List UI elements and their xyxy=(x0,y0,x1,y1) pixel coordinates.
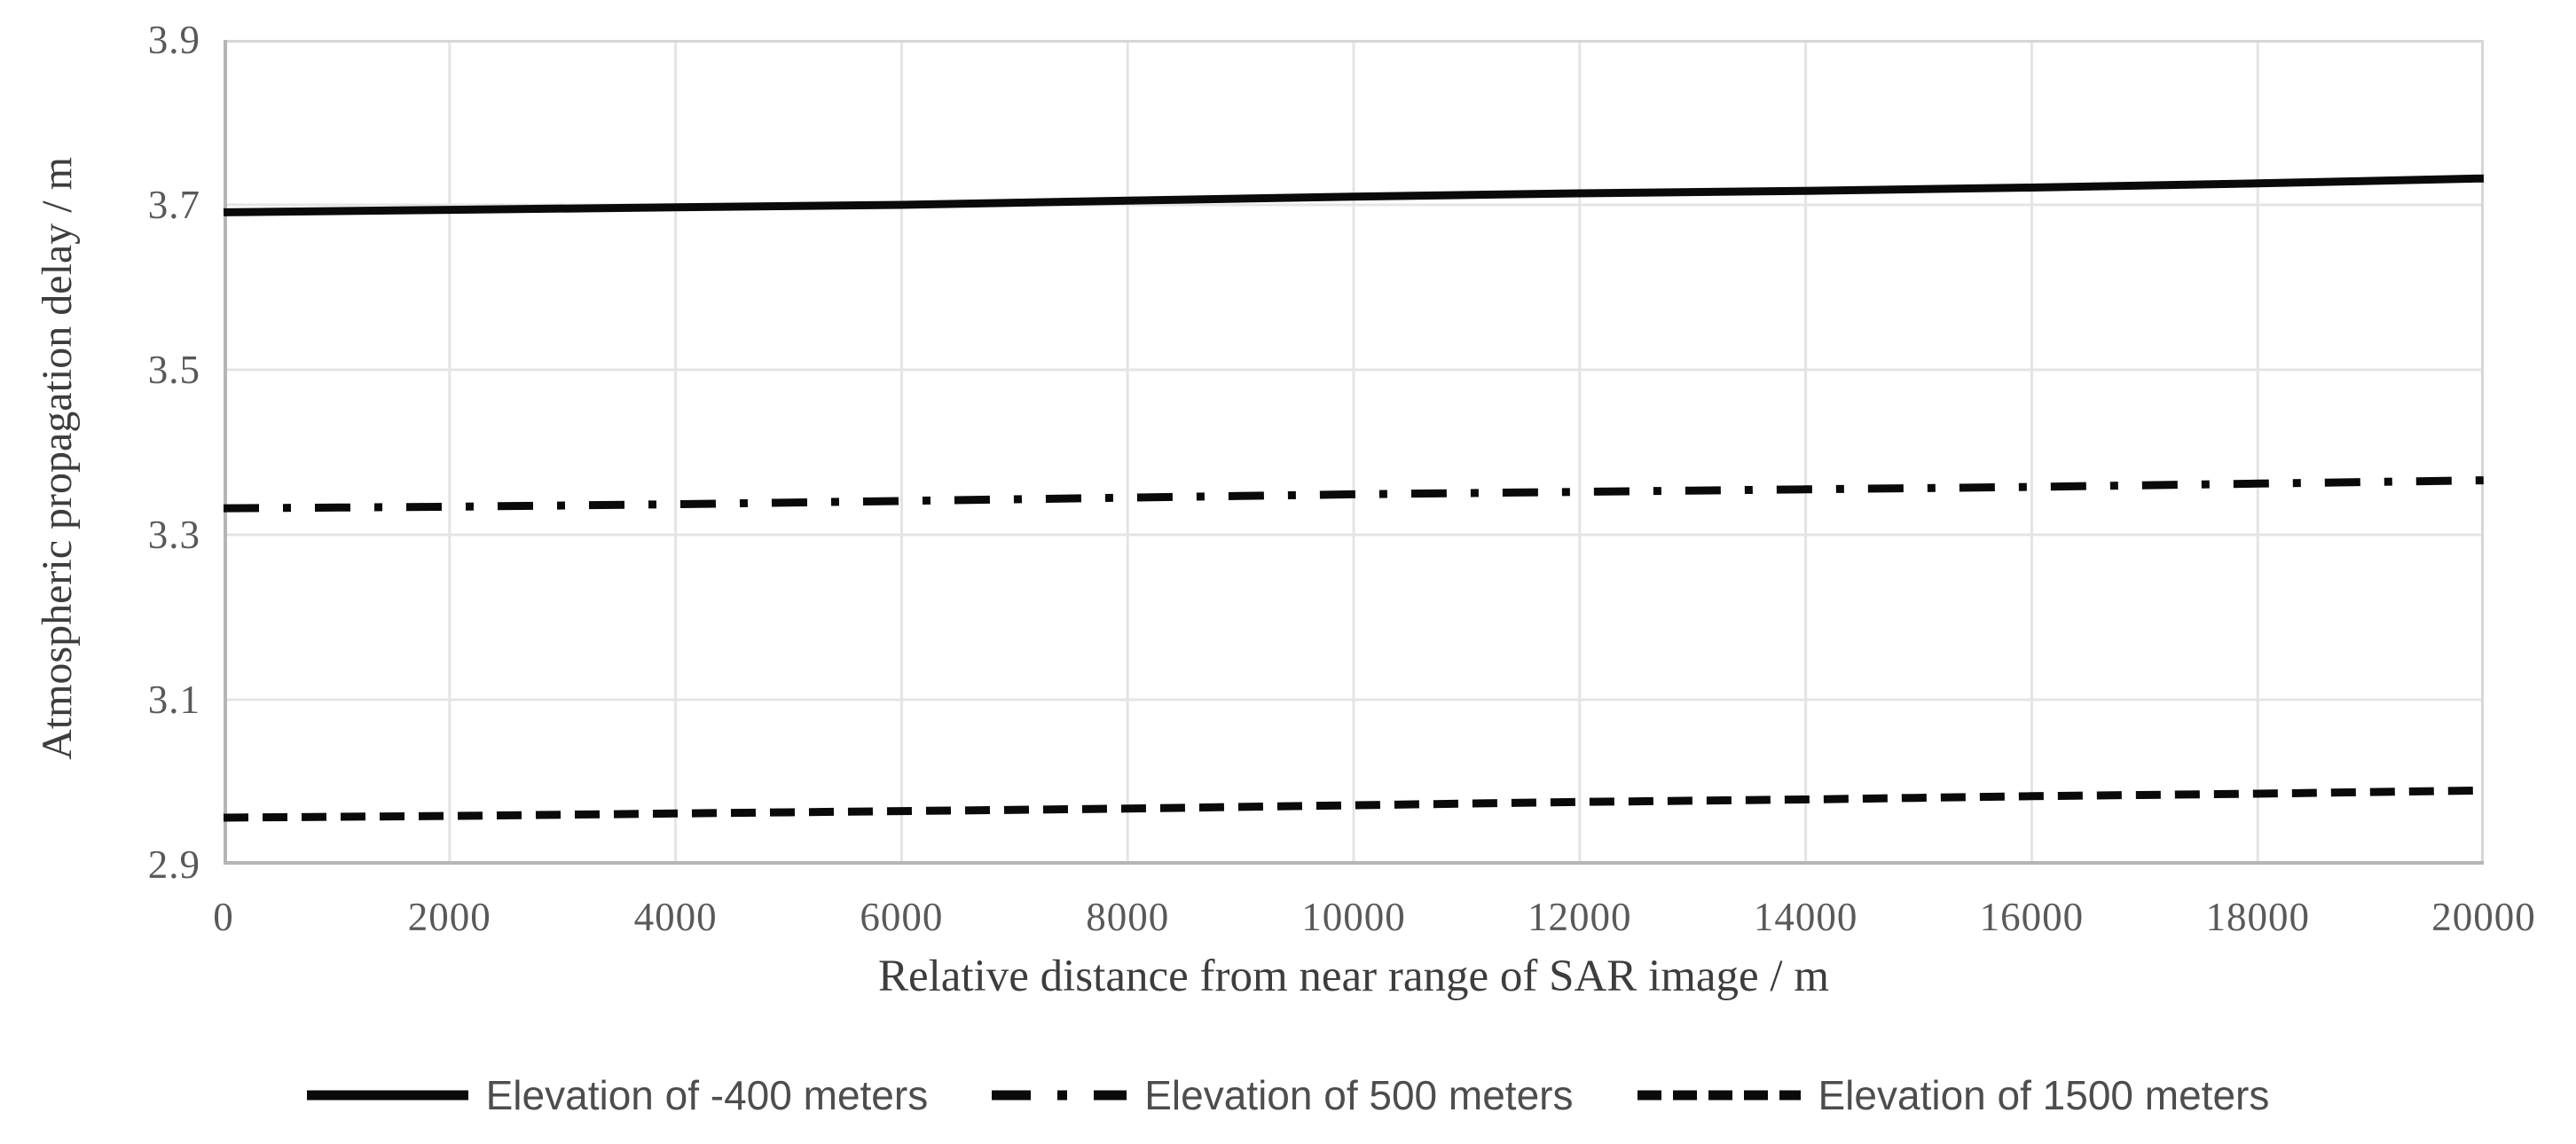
legend: Elevation of -400 meters Elevation of 50… xyxy=(0,1071,2576,1119)
legend-item-elevation-500: Elevation of 500 meters xyxy=(992,1071,1574,1119)
x-tick-label: 0 xyxy=(213,895,234,939)
y-tick-label: 3.3 xyxy=(147,513,200,557)
x-tick-label: 14000 xyxy=(1753,895,1858,939)
y-tick-label: 3.1 xyxy=(147,678,200,722)
y-tick-label: 3.7 xyxy=(147,183,200,227)
dashed-line-swatch-icon xyxy=(1637,1090,1801,1101)
plot-area xyxy=(223,40,2485,865)
series-line xyxy=(223,476,2485,513)
x-tick-label: 8000 xyxy=(1086,895,1170,939)
legend-label: Elevation of 500 meters xyxy=(1144,1072,1574,1118)
dashdot-line-swatch-icon xyxy=(992,1090,1127,1101)
y-axis-title: Atmospheric propagation delay / m xyxy=(34,157,81,760)
legend-label: Elevation of -400 meters xyxy=(485,1072,929,1118)
legend-label: Elevation of 1500 meters xyxy=(1818,1072,2270,1118)
x-tick-label: 18000 xyxy=(2205,895,2310,939)
solid-line-swatch-icon xyxy=(306,1090,468,1101)
legend-item-elevation-minus400: Elevation of -400 meters xyxy=(306,1071,929,1119)
x-tick-label: 6000 xyxy=(860,895,944,939)
x-axis-title: Relative distance from near range of SAR… xyxy=(877,952,1830,1001)
x-tick-label: 12000 xyxy=(1528,895,1632,939)
y-tick-label: 3.5 xyxy=(147,348,200,392)
series-line xyxy=(223,174,2485,216)
y-tick-label: 3.9 xyxy=(147,18,200,62)
y-tick-label: 2.9 xyxy=(147,842,200,887)
x-tick-label: 4000 xyxy=(633,895,718,939)
x-tick-label: 16000 xyxy=(1979,895,2085,939)
x-tick-label: 10000 xyxy=(1301,895,1406,939)
x-tick-label: 2000 xyxy=(407,895,491,939)
x-tick-label: 20000 xyxy=(2431,895,2536,939)
legend-item-elevation-1500: Elevation of 1500 meters xyxy=(1637,1071,2270,1119)
series-line xyxy=(223,786,2485,822)
